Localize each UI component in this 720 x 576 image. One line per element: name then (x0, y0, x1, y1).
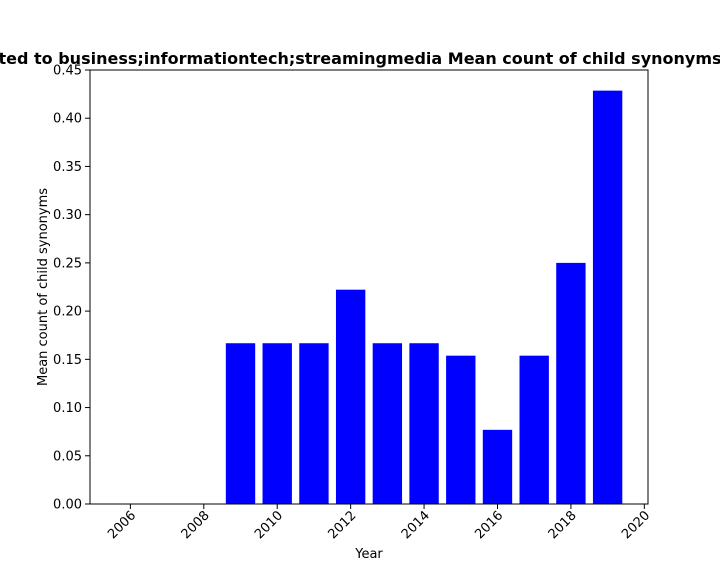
x-tick-label: 2012 (325, 508, 359, 542)
y-tick-label: 0.35 (53, 160, 82, 175)
y-tick-label: 0.15 (53, 353, 82, 368)
y-tick-label: 0.05 (53, 449, 82, 464)
x-tick-label: 2006 (105, 508, 139, 542)
bar-2009 (225, 343, 256, 504)
y-tick-label: 0.10 (53, 401, 82, 416)
x-axis-label: Year (354, 547, 383, 562)
x-tick-label: 2008 (179, 508, 213, 542)
plot-frame (89, 69, 649, 505)
bar-2010 (262, 343, 292, 504)
y-tick-label: 0.00 (53, 498, 82, 513)
y-tick-label: 0.30 (53, 208, 82, 223)
bar-2015 (446, 355, 476, 504)
x-tick-label: 2010 (252, 508, 286, 542)
bar-2019 (592, 90, 623, 505)
bar-2013 (372, 343, 403, 504)
y-tick-label: 0.20 (53, 305, 82, 320)
x-tick-label: 2020 (619, 508, 653, 542)
bars-group (225, 90, 623, 505)
chart-title: ted to business;informationtech;streamin… (0, 49, 720, 68)
bar-2014 (409, 343, 439, 504)
bar-2011 (299, 343, 329, 504)
y-tick-label: 0.45 (53, 64, 82, 79)
y-axis-label: Mean count of child synonyms (36, 188, 51, 386)
x-tick-label: 2018 (546, 508, 580, 542)
y-tick-label: 0.40 (53, 112, 82, 127)
x-axis: 2006 2008 2010 2012 2014 2016 2018 2020 (105, 504, 653, 542)
x-tick-label: 2016 (472, 508, 506, 542)
bar-2017 (519, 355, 549, 504)
y-axis: 0.00 0.05 0.10 0.15 0.20 0.25 0.30 0.35 0.40 0.45 (53, 64, 90, 513)
y-tick-label: 0.25 (53, 256, 82, 271)
bar-2016 (482, 429, 513, 504)
bar-2012 (335, 289, 366, 504)
x-tick-label: 2014 (399, 508, 433, 542)
bar-2018 (556, 262, 586, 504)
